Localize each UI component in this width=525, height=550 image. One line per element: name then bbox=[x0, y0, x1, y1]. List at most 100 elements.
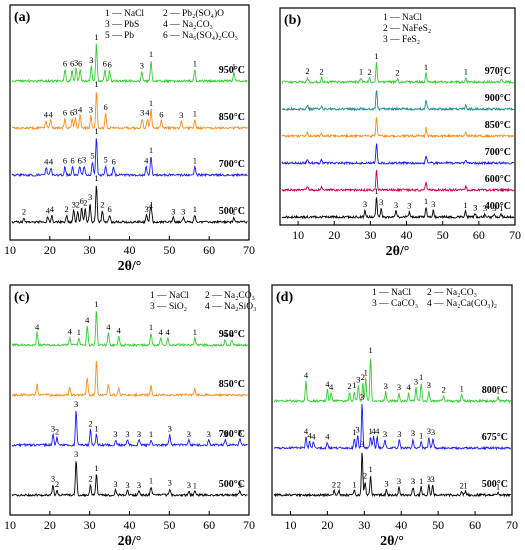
peak-label: 4 bbox=[68, 326, 73, 336]
peak-label: 2 bbox=[363, 471, 367, 481]
peak-label: 2 bbox=[337, 480, 341, 490]
peak-label: 3 bbox=[363, 199, 367, 209]
peak-label: 4 bbox=[308, 430, 313, 440]
peak-label: 1 bbox=[364, 368, 368, 378]
trace-900: 900°C bbox=[281, 90, 514, 112]
peak-label: 3 bbox=[223, 429, 227, 439]
legend-entry: 4 — Na₂CO₃ bbox=[163, 20, 213, 30]
peak-label: 1 bbox=[193, 481, 197, 491]
peak-label: 6 bbox=[107, 59, 111, 69]
peak-label: 3 bbox=[181, 206, 185, 216]
peak-label: 6 bbox=[63, 156, 67, 166]
peak-label: 1 bbox=[352, 380, 356, 390]
legend-entry: 1 — NaCl bbox=[105, 9, 144, 19]
peak-label: 3 bbox=[168, 424, 172, 434]
peak-label: 4 bbox=[311, 432, 316, 442]
legend-entry: 3 — CaCO₃ bbox=[372, 299, 418, 309]
peak-label: 5 bbox=[90, 151, 94, 161]
peak-label: 1 bbox=[149, 98, 153, 108]
trace-850: 850°C bbox=[281, 116, 515, 139]
peak-label: 4 bbox=[230, 329, 235, 339]
x-tick-label: 20 bbox=[44, 518, 56, 532]
panel-tag: (c) bbox=[14, 290, 30, 305]
peak-label: 3 bbox=[430, 474, 434, 484]
peak-label: 1 bbox=[193, 109, 197, 119]
trace-line bbox=[11, 92, 248, 131]
peak-label: 3 bbox=[384, 381, 388, 391]
x-tick-label: 40 bbox=[401, 228, 413, 242]
peak-label: 1 bbox=[193, 156, 197, 166]
peak-label: 3 bbox=[125, 429, 129, 439]
trace-line bbox=[281, 196, 515, 220]
peak-label: 4 bbox=[145, 108, 150, 118]
x-tick-label: 50 bbox=[437, 228, 449, 242]
peak-label: 4 bbox=[44, 109, 49, 119]
peak-label: 3 bbox=[140, 108, 144, 118]
peak-label: 6 bbox=[70, 156, 74, 166]
temperature-label: 500°C bbox=[219, 479, 245, 490]
peak-label: 1 bbox=[368, 345, 372, 355]
peak-label: 2 bbox=[460, 480, 464, 490]
peak-label: 1 bbox=[496, 386, 500, 396]
peak-label: 4 bbox=[158, 327, 163, 337]
peak-label: 6 bbox=[78, 156, 82, 166]
x-tick-label: 20 bbox=[328, 228, 340, 242]
peak-label: 2 bbox=[332, 480, 336, 490]
temperature-label: 700°C bbox=[485, 147, 511, 158]
legend: 1 — NaCl 2 — Na₂CO₃ 3 — SiO₂ 4 — Na₂SiO₃ bbox=[150, 291, 257, 312]
peak-label: 4 bbox=[304, 426, 309, 436]
peak-label: 4 bbox=[78, 104, 83, 114]
trace-line bbox=[11, 43, 248, 84]
peak-label: 3 bbox=[431, 427, 435, 437]
peak-label: 1 bbox=[368, 464, 372, 474]
peak-label: 3 bbox=[397, 476, 401, 486]
peak-label: 4 bbox=[304, 370, 309, 380]
peak-label: 6 bbox=[103, 102, 107, 112]
trace-line bbox=[11, 410, 248, 448]
temperature-label: 600°C bbox=[485, 174, 511, 185]
trace-line bbox=[273, 358, 512, 404]
peak-label: 3 bbox=[187, 480, 191, 490]
peak-label: 2 bbox=[368, 67, 372, 77]
peak-label: 3 bbox=[414, 377, 418, 387]
peak-label: 3 bbox=[74, 57, 78, 67]
peak-label: 3 bbox=[356, 424, 360, 434]
legend-entry: 1 — NaCl bbox=[383, 13, 422, 23]
peak-label: 1 bbox=[499, 203, 503, 213]
peak-label: 1 bbox=[94, 79, 98, 89]
peak-label: 3 bbox=[483, 203, 487, 213]
peak-label: 3 bbox=[427, 426, 431, 436]
peak-label: 3 bbox=[238, 428, 242, 438]
legend-entry: 2 — Na₂CO₃ bbox=[205, 291, 255, 301]
peak-label: 1 bbox=[77, 327, 81, 337]
trace-line bbox=[11, 311, 248, 348]
peak-label: 3 bbox=[394, 200, 398, 210]
peak-label: 1 bbox=[419, 476, 423, 486]
trace-line bbox=[281, 62, 514, 85]
x-tick-label: 30 bbox=[84, 243, 96, 257]
peak-label: 3 bbox=[74, 449, 78, 459]
peak-label: 6 bbox=[63, 108, 67, 118]
peak-label: 4 bbox=[375, 426, 380, 436]
peak-label: 4 bbox=[49, 156, 54, 166]
peak-label: 6 bbox=[70, 108, 74, 118]
legend-entry: 2 — NaFeS₂ bbox=[383, 24, 431, 34]
plot-frame bbox=[279, 7, 516, 226]
peak-label: 2 bbox=[55, 426, 59, 436]
peak-label: 3 bbox=[51, 424, 55, 434]
legend-entry: 6 — Na₆(SO₄)₂CO₃ bbox=[163, 30, 238, 41]
peak-label: 3 bbox=[140, 61, 144, 71]
peak-label: 4 bbox=[329, 382, 334, 392]
peak-label: 6 bbox=[103, 59, 107, 69]
plot-frame bbox=[271, 284, 513, 516]
temperature-label: 500°C bbox=[219, 206, 245, 217]
peak-label: 1 bbox=[193, 327, 197, 337]
temperature-label: 500°C bbox=[482, 479, 508, 490]
peak-label: 3 bbox=[431, 199, 435, 209]
peak-label: 3 bbox=[492, 203, 496, 213]
